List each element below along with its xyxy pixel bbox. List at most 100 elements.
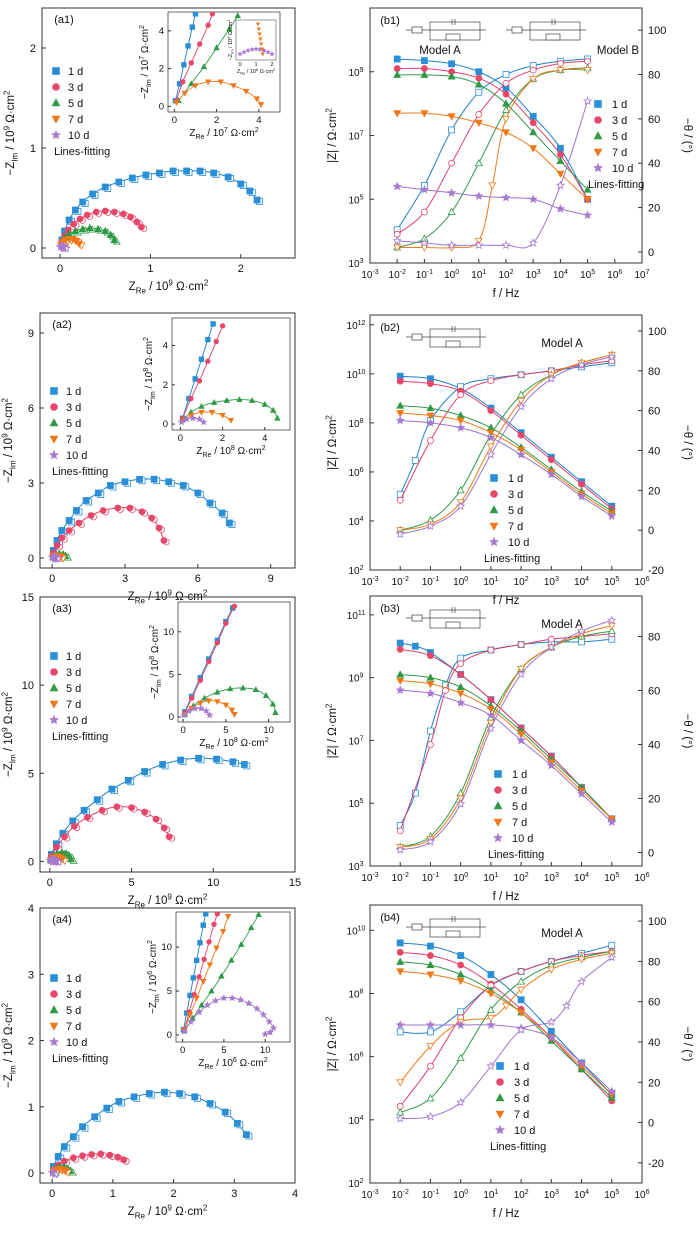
data-point-star (486, 432, 496, 442)
data-point-star (583, 96, 593, 106)
data-point-square (107, 482, 114, 489)
label-part: 10 (607, 270, 619, 281)
label-part: 10 (348, 736, 360, 747)
data-point-star (189, 414, 197, 422)
label-part: 10 (389, 270, 401, 281)
data-point-circle (69, 1154, 77, 1162)
label-part: 10 (348, 1179, 360, 1190)
data-point-circle (578, 480, 585, 488)
data-point-triangle-down (192, 83, 199, 90)
data-point-square (206, 1100, 214, 1107)
label-part: 9 (0, 1038, 9, 1043)
data-point-triangle (106, 230, 115, 238)
label-part: 1 (482, 269, 486, 276)
data-point-star (220, 994, 228, 1002)
legend-entry: 5 d (514, 1093, 529, 1105)
label-part: 3 (555, 1189, 559, 1196)
label-part: 2 (149, 625, 156, 629)
label-part: Ω·cm (172, 1206, 203, 1218)
data-point-triangle (456, 1053, 465, 1062)
inset-x-tick-label: 2 (220, 433, 225, 444)
data-point-triangle (517, 390, 526, 398)
data-point-triangle (607, 626, 616, 635)
y-tick-label: 3 (28, 478, 34, 490)
data-point-triangle-down (204, 79, 212, 86)
data-point-circle (165, 833, 173, 841)
data-point-circle (52, 83, 60, 91)
legend-entry: 10 d (66, 450, 87, 462)
data-point-square (196, 167, 204, 175)
data-point-star (237, 51, 243, 57)
data-point-triangle (71, 226, 80, 234)
data-point-star (48, 1167, 58, 1177)
label-part: / 10 (5, 130, 17, 152)
label-part: 2 (0, 397, 9, 402)
data-point-square (181, 62, 187, 68)
x-tick-label: 104 (574, 872, 589, 884)
y-tick-label: 9 (28, 328, 34, 340)
data-point-triangle-down (257, 32, 262, 37)
data-point-triangle (396, 670, 405, 678)
data-point-star (576, 788, 587, 798)
label-part: 8 (360, 988, 364, 995)
label-part: 2 (360, 565, 364, 572)
label-part: 2 (324, 703, 333, 708)
data-point-star (546, 642, 556, 652)
data-point-square (115, 178, 123, 186)
fit-line-modulus (400, 674, 613, 820)
plot-frame (41, 7, 296, 259)
legend-entry: 5 d (512, 801, 527, 813)
x-tick-label: 103 (526, 269, 541, 281)
data-point-star (516, 449, 526, 459)
data-point-triangle (67, 855, 76, 863)
y2-axis-label: −θ / (°) (681, 714, 693, 749)
inset-y-tick-label: 10 (163, 627, 174, 638)
data-point-star (48, 449, 60, 460)
data-point-triangle (248, 397, 256, 403)
label-part: 2 (255, 127, 259, 134)
data-point-star (425, 521, 436, 531)
fit-line-modulus (397, 112, 588, 200)
data-point-star (494, 1124, 506, 1135)
data-point-star (48, 714, 60, 725)
panel-label: (b1) (380, 15, 400, 27)
data-point-star (265, 1017, 274, 1025)
label-part: 10 (453, 873, 465, 884)
data-point-star (607, 352, 617, 361)
label-part: 2 (525, 872, 529, 879)
fit-line-modulus (400, 970, 613, 1095)
data-point-square (203, 912, 209, 917)
label-part: 2 (227, 20, 231, 22)
data-point-circle (201, 956, 207, 963)
label-part: 10 (483, 577, 495, 588)
x-tick-label: 102 (514, 872, 529, 884)
data-point-circle (88, 1151, 96, 1158)
label-part: 4 (585, 576, 589, 583)
label-part: |Z| / Ω·cm (327, 113, 339, 163)
data-point-star (211, 996, 220, 1004)
label-part: 0 (464, 1189, 468, 1196)
data-point-star (456, 422, 466, 432)
data-point-circle (196, 378, 203, 384)
y-tick-label: 15 (22, 592, 34, 604)
label-part: 10 (483, 873, 495, 884)
data-point-circle (205, 22, 211, 28)
data-point-circle (133, 218, 141, 226)
label-part: 10 (634, 270, 646, 281)
y2-axis-label: −θ / (°) (681, 425, 693, 460)
y2-tick-label: 100 (648, 25, 666, 37)
data-point-triangle (252, 686, 260, 693)
x-tick-label: 101 (483, 1189, 498, 1201)
label-part: 10 (361, 270, 373, 281)
label-part: Im (8, 754, 17, 763)
label-part: -2 (403, 872, 409, 879)
data-point-square (490, 474, 498, 482)
label-part: Ω·cm (3, 1007, 15, 1038)
data-point-triangle-down (219, 928, 227, 935)
fit-line-modulus (400, 419, 613, 517)
sub-inset-x-label: ZRe / 106 Ω·cm2 (237, 68, 275, 76)
label-part: 10 (348, 1116, 360, 1127)
data-point-triangle (198, 402, 205, 409)
inset-series (177, 321, 281, 426)
data-point-circle (70, 220, 78, 228)
